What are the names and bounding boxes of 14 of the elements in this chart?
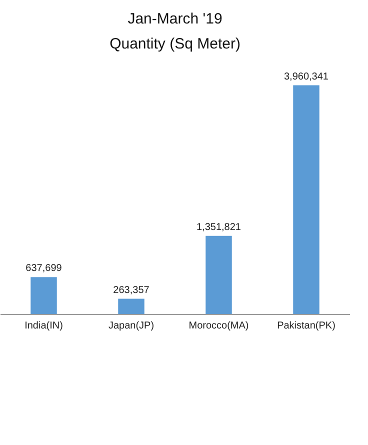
- x-tick-label: Pakistan(PK): [277, 320, 336, 332]
- chart-subtitle: Quantity (Sq Meter): [110, 35, 240, 52]
- bar: [30, 277, 57, 314]
- x-tick-label: Japan(JP): [108, 320, 154, 332]
- x-tick-label: Morocco(MA): [188, 320, 249, 332]
- chart-title: Jan-March '19: [128, 10, 222, 28]
- data-label: 1,351,821: [196, 222, 242, 233]
- data-label: 637,699: [26, 263, 62, 274]
- bar: [118, 298, 144, 314]
- bar: [293, 85, 320, 314]
- data-label: 3,960,341: [284, 71, 329, 82]
- x-tick-label: India(IN): [24, 320, 63, 332]
- data-label: 263,357: [113, 284, 150, 296]
- bar: [206, 236, 232, 314]
